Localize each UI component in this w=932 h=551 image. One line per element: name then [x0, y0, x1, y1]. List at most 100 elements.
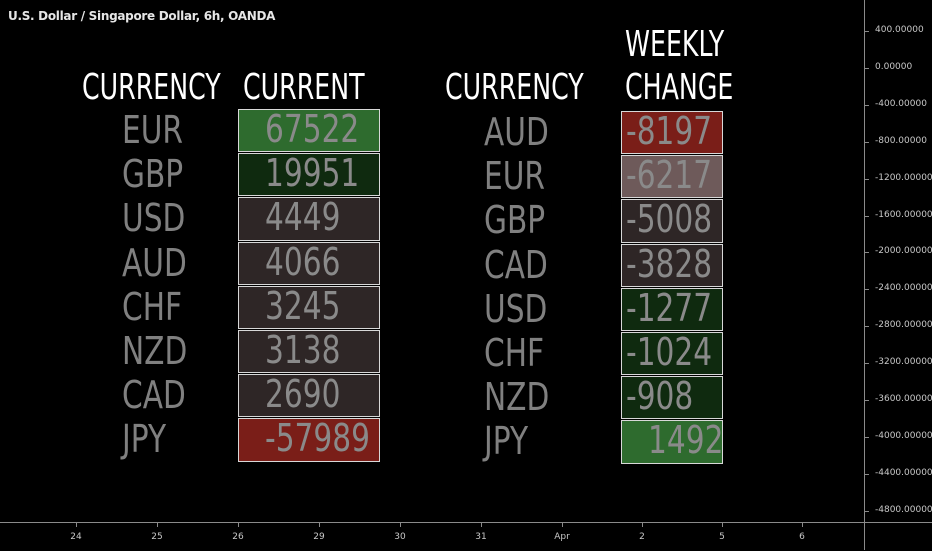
y-tick-label: -2800.00000 [875, 320, 932, 331]
currency-label: JPY [484, 419, 529, 464]
value-cell: -57989 [238, 418, 380, 462]
y-tick [865, 289, 869, 291]
time-axis[interactable]: 24 25 26 29 30 31 Apr 2 5 6 [0, 522, 864, 551]
value-text: -5008 [626, 199, 713, 242]
value-cell: 4449 [238, 197, 380, 241]
value-text: 67522 [265, 109, 360, 151]
y-tick [865, 252, 869, 254]
y-tick-label: 0.00000 [875, 61, 913, 72]
value-cell: -6217 [621, 155, 723, 199]
value-cell: -5008 [621, 199, 723, 243]
y-tick [865, 215, 869, 217]
currency-label: GBP [484, 198, 546, 243]
currency-label: JPY [122, 417, 167, 462]
x-tick [481, 523, 482, 527]
y-tick [865, 363, 869, 365]
currency-label: AUD [122, 240, 187, 285]
currency-label: USD [484, 286, 548, 331]
value-cell: 3245 [238, 285, 380, 329]
y-tick [865, 31, 869, 32]
y-tick-label: -800.00000 [875, 135, 927, 146]
y-tick [865, 436, 869, 438]
y-tick-label: -3200.00000 [875, 357, 932, 368]
value-text: -57989 [265, 418, 370, 461]
x-tick-label: 25 [151, 532, 163, 542]
value-cell: 2690 [238, 374, 380, 418]
y-tick [865, 326, 869, 328]
value-text: -3828 [626, 243, 713, 286]
value-cell: 19951 [238, 153, 380, 197]
x-tick-label: 30 [394, 532, 406, 542]
y-tick [865, 104, 869, 106]
table2-header-weekly: WEEKLY [625, 24, 725, 65]
value-text: 3138 [265, 330, 341, 372]
x-tick-label: 31 [475, 532, 487, 542]
y-tick-label: -3600.00000 [875, 394, 932, 404]
currency-label: AUD [484, 110, 549, 154]
value-cell: 67522 [238, 109, 380, 153]
x-tick [562, 523, 563, 527]
value-text: 4066 [265, 241, 341, 284]
x-tick [400, 523, 401, 527]
value-text: -6217 [626, 155, 713, 198]
price-axis[interactable]: 400.00000 0.00000 -400.00000 -800.00000 -120… [864, 0, 932, 522]
value-text: 4449 [265, 197, 341, 240]
x-tick-label: 6 [799, 532, 805, 542]
y-tick-label: -2400.00000 [875, 283, 932, 294]
currency-label: EUR [484, 154, 546, 199]
currency-label: EUR [122, 108, 184, 152]
x-tick-label: 24 [70, 532, 82, 542]
x-tick [238, 523, 239, 527]
y-tick [865, 67, 869, 69]
y-tick-label: -4400.00000 [875, 467, 932, 478]
currency-label: NZD [122, 329, 188, 373]
value-cell: -1277 [621, 287, 723, 331]
value-text: -908 [626, 376, 694, 419]
x-tick [722, 523, 723, 527]
value-text: 2690 [265, 374, 341, 417]
y-tick [865, 510, 869, 512]
y-tick-label: -1600.00000 [875, 209, 932, 220]
y-tick-label: -1200.00000 [875, 172, 932, 183]
y-tick-label: -4000.00000 [875, 430, 932, 441]
y-tick-label: -400.00000 [875, 98, 927, 109]
x-tick [319, 523, 320, 527]
x-tick [802, 523, 803, 527]
value-cell: 1492 [621, 420, 723, 464]
currency-label: CAD [122, 373, 186, 418]
table2-header-change: CHANGE [625, 67, 734, 108]
currency-label: CHF [484, 331, 545, 375]
y-tick [865, 141, 869, 143]
value-text: 1492 [648, 420, 723, 463]
y-tick [865, 400, 869, 401]
value-text: -1024 [626, 332, 713, 374]
x-tick [157, 523, 158, 527]
x-tick-label: 5 [719, 532, 725, 542]
value-cell: 4066 [238, 241, 380, 285]
currency-label: CAD [484, 242, 548, 287]
value-cell: -8197 [621, 111, 723, 155]
currency-label: GBP [122, 152, 184, 197]
y-tick-label: 400.00000 [875, 25, 924, 35]
value-cell: 3138 [238, 330, 380, 374]
value-text: 19951 [265, 153, 360, 196]
y-tick [865, 178, 869, 180]
y-tick [865, 473, 869, 475]
currency-label: USD [122, 196, 186, 241]
value-text: 3245 [265, 285, 341, 328]
symbol-title: U.S. Dollar / Singapore Dollar, 6h, OAND… [8, 9, 276, 23]
x-tick [76, 523, 77, 527]
table1-header-currency: CURRENCY [82, 67, 221, 108]
y-tick-label: -4800.00000 [875, 504, 932, 515]
x-tick-label: 29 [313, 532, 325, 542]
value-cell: -1024 [621, 332, 723, 376]
table1-header-current: CURRENT [243, 67, 365, 108]
x-tick-label: 2 [639, 532, 645, 542]
x-tick-label: Apr [554, 532, 570, 542]
value-cell: -3828 [621, 243, 723, 287]
value-text: -8197 [626, 111, 713, 153]
y-tick-label: -2000.00000 [875, 246, 932, 257]
x-tick-label: 26 [232, 532, 244, 542]
axis-corner [864, 522, 932, 550]
currency-label: CHF [122, 284, 183, 329]
